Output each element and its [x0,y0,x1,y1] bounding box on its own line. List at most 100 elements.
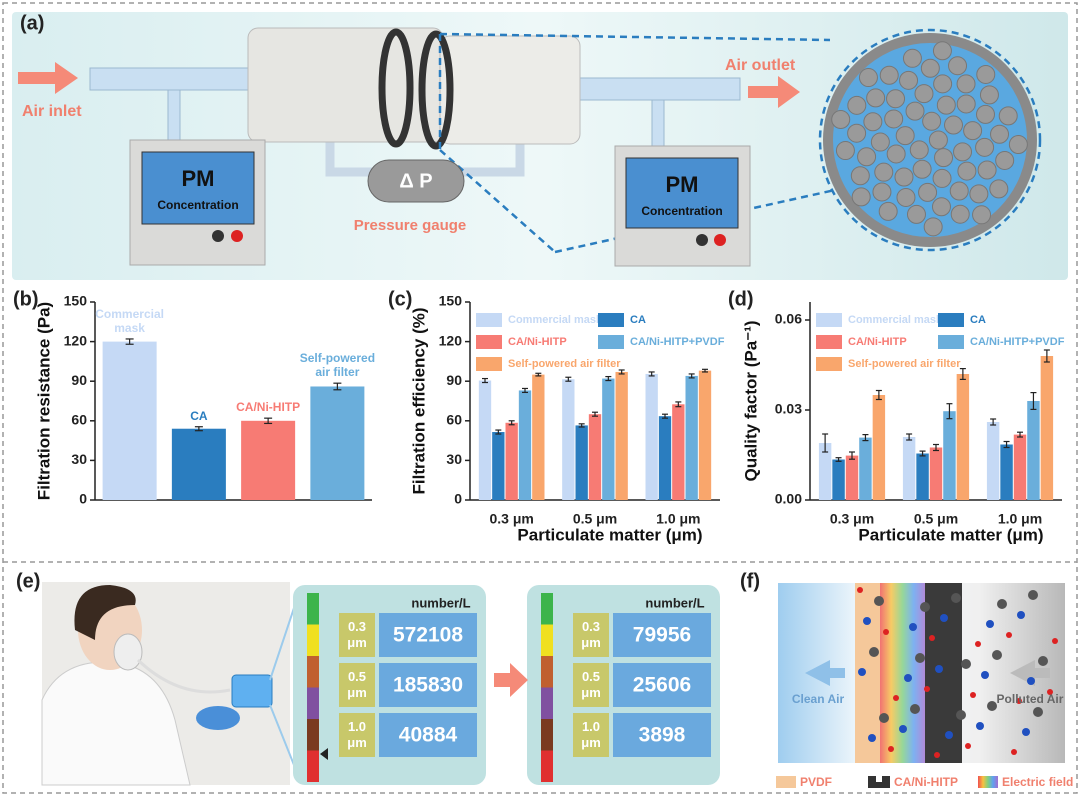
glove [196,706,240,730]
particle [1038,656,1048,666]
particle [936,95,956,115]
button [212,230,224,242]
size-label-box: 1.0 μm [347,719,367,750]
particle [961,659,971,669]
particle [929,635,935,641]
level-bar [541,719,553,751]
particle [868,734,876,742]
bar [859,437,872,500]
legend-swatch [816,335,842,349]
bar [492,432,505,500]
count-box [613,713,711,757]
particle [850,166,870,186]
legend-swatch [938,313,964,327]
particle [899,70,919,90]
level-bar [307,624,319,656]
particle [858,68,878,88]
category-label-box: Commercial mask [95,307,164,335]
particle [896,187,916,207]
particle [863,617,871,625]
category-label: CA [190,408,208,423]
display-content: number/L 0.3 μm 572108 0.5 μm 185830 1.0 μm 40… [307,593,711,782]
bar [943,411,956,500]
particle [965,743,971,749]
particle [928,130,948,150]
count-box [379,613,477,657]
particle [1028,590,1038,600]
count: 40884 [399,724,458,747]
x-tick-label: 0.3 μm [830,511,874,527]
bar [1040,356,1054,500]
zoom-circle [818,28,1042,252]
y-axis-title: Quality factor (Pa⁻¹) [741,320,760,481]
particle [905,101,925,121]
y-tick-label: 0 [454,491,462,507]
y-tick-label: 60 [71,412,87,428]
bar [645,373,658,500]
particle [920,602,930,612]
particle [920,58,940,78]
size-label: 0.5 μm [347,669,367,700]
count: 3898 [639,724,686,747]
y-tick-label: 30 [446,451,462,467]
particle [883,629,889,635]
bar [1027,401,1040,500]
particle [872,182,892,202]
legend-swatch [938,335,964,349]
level-bar [307,719,319,751]
gauge [367,159,465,203]
gauge-label: Δ P [399,170,432,192]
legend-label: CA [970,314,986,326]
count: 572108 [393,624,463,647]
legend-swatch [476,357,502,371]
cylinder [439,35,581,145]
legend-label: Self-powered air filter [848,358,961,370]
size-box [339,613,375,657]
inlet-arrow [18,62,78,94]
pipe [651,99,665,149]
particle [912,159,932,179]
arrow [1010,660,1050,686]
y-tick-label: 0.00 [775,491,802,507]
y-tick-label: 120 [439,332,463,348]
legend-label: PVDF [800,775,832,789]
ring [378,28,414,148]
size-box [573,713,609,757]
particle [1016,698,1022,704]
particle [874,162,894,182]
y-tick-label: 0 [79,491,87,507]
legend-swatch [816,313,842,327]
panel-label: (b) [13,288,39,310]
arrow [805,660,845,686]
bar [956,374,970,500]
particle [981,671,989,679]
particle [956,74,976,94]
particle [1011,749,1017,755]
particle [863,112,883,132]
bar [102,341,157,500]
size-box [339,713,375,757]
bar [588,414,602,500]
particle [979,85,999,105]
particle [1017,611,1025,619]
particle [1052,638,1058,644]
legend-label: CA/Ni-HITP [508,336,567,348]
particle [997,599,1007,609]
label: Air inlet [22,103,82,120]
particle [904,674,912,682]
particle [972,205,992,225]
count: 25606 [633,674,691,697]
particle [948,56,968,76]
button [696,234,708,246]
particle [884,109,904,129]
particle [918,182,938,202]
legend-label: CA [630,314,646,326]
particles [857,587,1058,758]
particle [899,725,907,733]
bar [929,447,943,500]
particle [998,106,1018,126]
bar [171,428,226,500]
particle [975,641,981,647]
